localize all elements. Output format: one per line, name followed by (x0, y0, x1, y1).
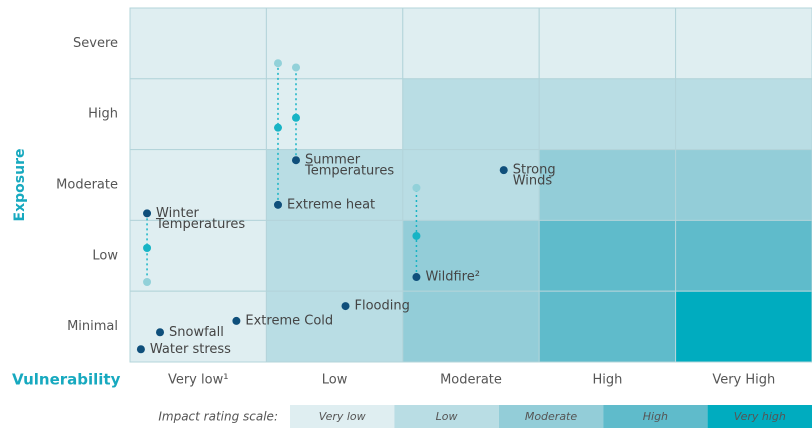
heat-cell (538, 219, 677, 292)
point-label: Extreme Cold (245, 313, 333, 328)
point-label: Extreme heat (287, 197, 375, 212)
heat-cell (129, 7, 267, 80)
point-label: Flooding (355, 299, 410, 314)
x-tick-label: Very High (712, 373, 775, 388)
y-tick-label: Severe (73, 36, 118, 51)
projection-point (273, 123, 282, 132)
projection-point (412, 183, 421, 192)
heat-cell (402, 290, 540, 363)
point (232, 316, 241, 325)
legend-label: Moderate (525, 410, 578, 423)
point-label: Strong (513, 163, 556, 178)
heat-cell (675, 290, 812, 363)
x-axis-title: Vulnerability (12, 371, 121, 389)
heat-cell (538, 290, 677, 363)
y-tick-label: Moderate (56, 178, 118, 193)
projection-point (273, 59, 282, 68)
x-tick-label: High (592, 373, 622, 388)
projection-point (291, 113, 300, 122)
point (499, 166, 508, 175)
point-label: Winds (513, 174, 553, 189)
point (136, 345, 145, 354)
legend-swatch (290, 405, 395, 428)
legend-swatch (603, 405, 708, 428)
projection-point (291, 63, 300, 72)
x-tick-label: Moderate (440, 373, 502, 388)
heat-cell (402, 149, 540, 221)
heat-cell (675, 219, 812, 292)
legend-label: Very high (734, 410, 786, 423)
y-tick-label: Minimal (67, 319, 118, 334)
legend-label: Low (436, 410, 458, 423)
heat-cell (265, 7, 404, 80)
point-label: Temperatures (155, 217, 245, 232)
projection-point (143, 277, 152, 286)
point-label: Wildfire² (425, 270, 480, 285)
point (143, 209, 152, 218)
point-label: Water stress (150, 342, 231, 357)
x-tick-label: Very low¹ (168, 373, 228, 388)
heat-cell (675, 7, 812, 80)
x-tick-label: Low (322, 373, 348, 388)
legend-label: Very low (319, 410, 366, 423)
heat-cell (675, 149, 812, 221)
projection-point (143, 244, 152, 253)
point (341, 302, 350, 311)
heat-cell (402, 7, 540, 80)
legend-swatch (707, 405, 812, 428)
heat-cell (129, 78, 267, 151)
heat-cell (538, 7, 677, 80)
legend-swatch (394, 405, 499, 428)
y-axis-title: Exposure (12, 149, 28, 222)
projection-point (412, 231, 421, 240)
heat-cell (538, 78, 677, 151)
heat-cell (265, 219, 404, 292)
legend-label: High (643, 410, 668, 423)
heat-cell (265, 78, 404, 151)
heat-cell (538, 149, 677, 221)
heat-cell (402, 219, 540, 292)
heat-cell (129, 290, 267, 363)
heat-cell (265, 290, 404, 363)
legend-title: Impact rating scale: (158, 410, 278, 424)
point-label: Temperatures (304, 164, 394, 179)
point-label: Snowfall (169, 325, 224, 340)
point (291, 156, 300, 165)
y-tick-label: Low (92, 248, 118, 263)
point-label: Summer (305, 153, 361, 168)
point (273, 200, 282, 209)
heat-cell (129, 219, 267, 292)
heat-cell (402, 78, 540, 151)
heat-cell (265, 149, 404, 221)
heat-cell (129, 149, 267, 221)
point-label: Winter (156, 206, 200, 221)
point (412, 273, 421, 282)
legend-swatch (498, 405, 604, 428)
y-tick-label: High (88, 107, 118, 122)
heat-cell (675, 78, 812, 151)
point (156, 328, 165, 337)
